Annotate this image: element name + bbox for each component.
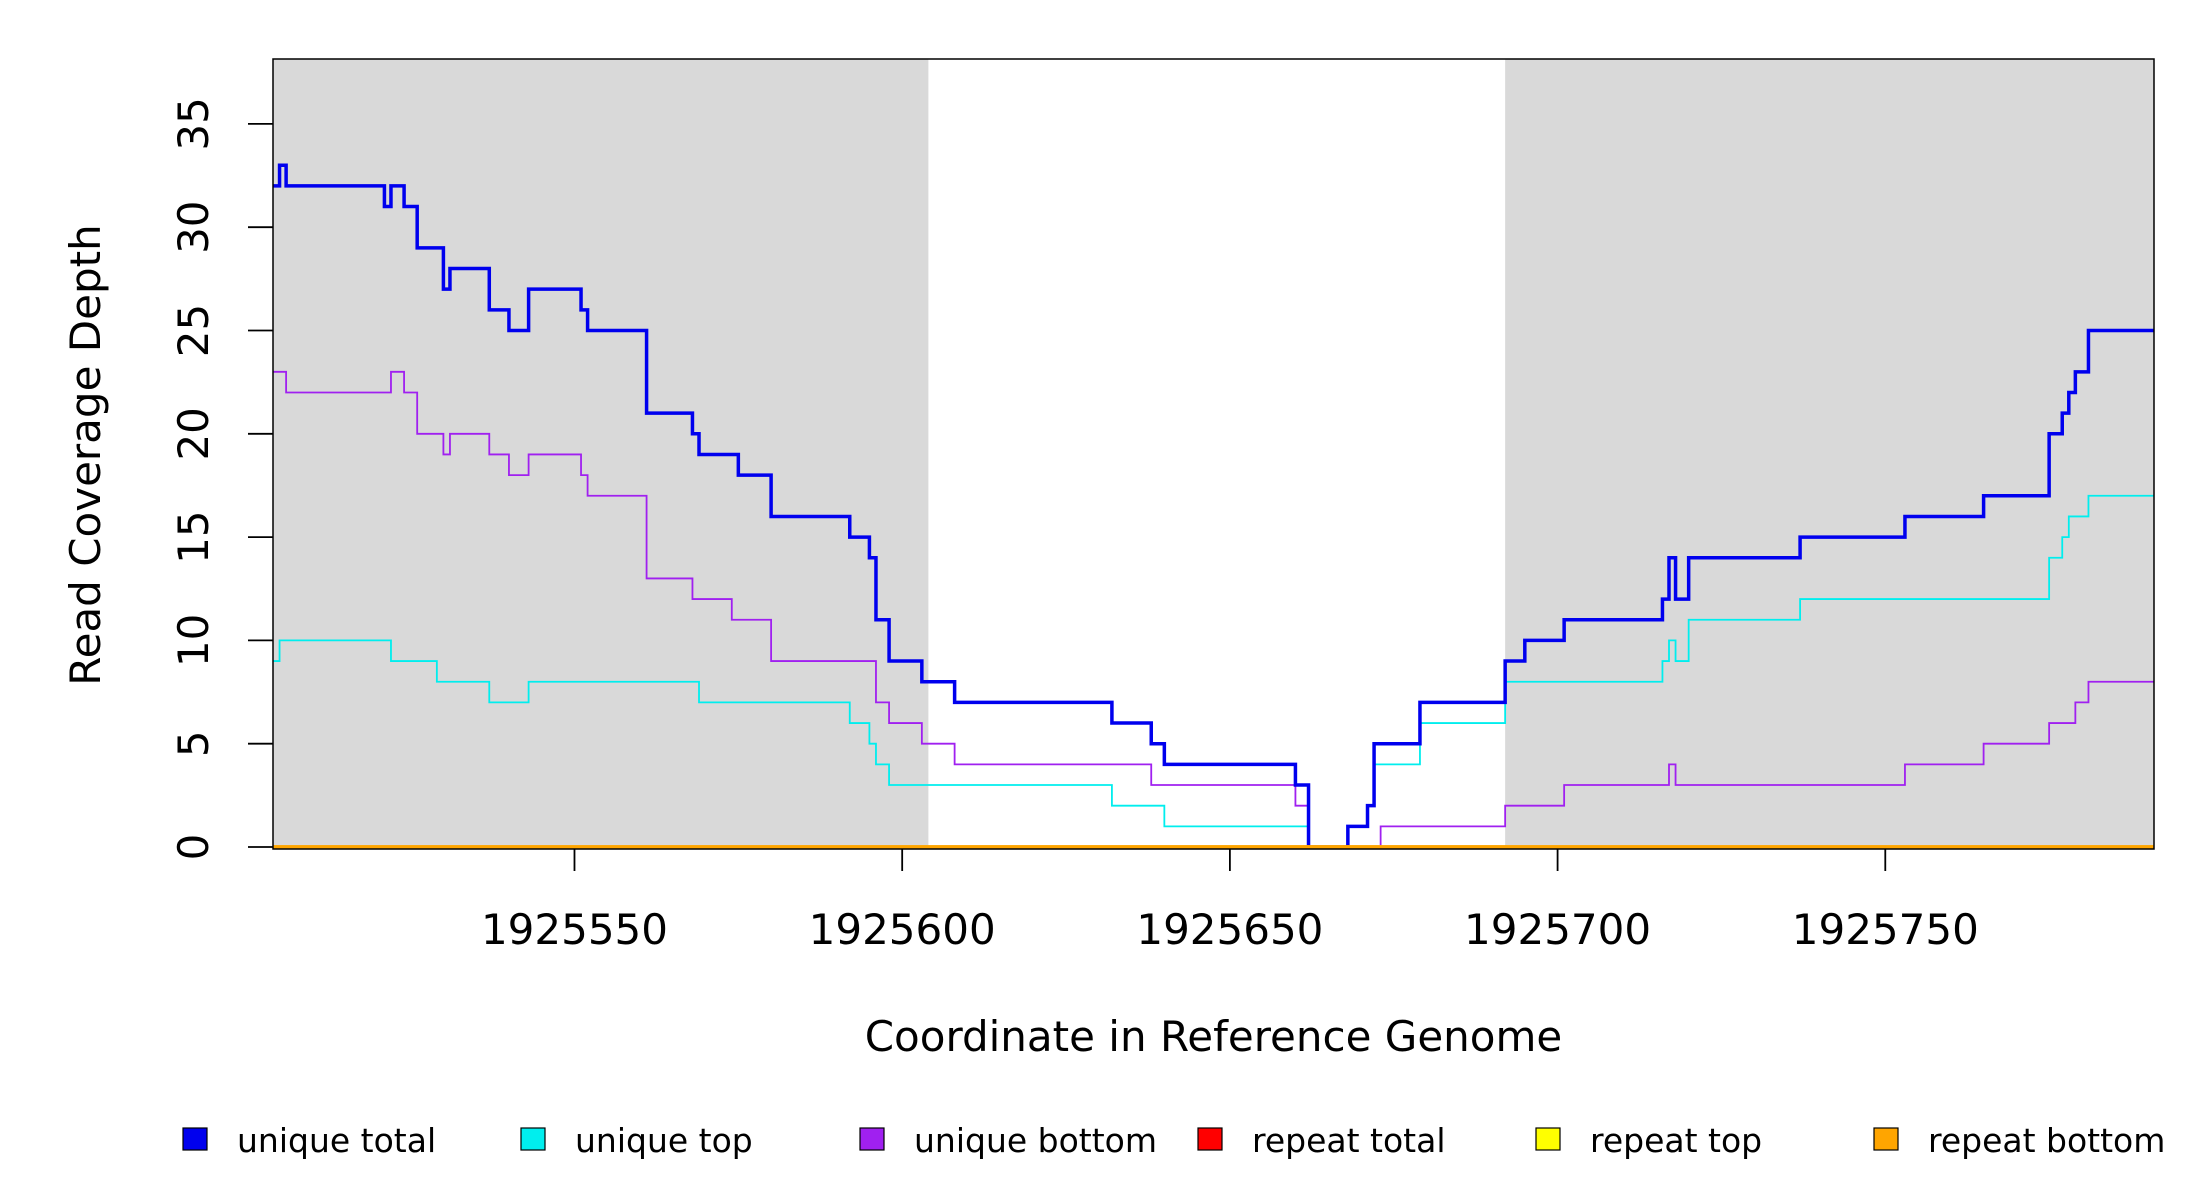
y-tick-label: 35 [169,97,218,150]
series-lines [273,163,2154,849]
legend-item-repeat-bottom: repeat bottom [1873,1121,2165,1160]
legend-item-repeat-top: repeat top [1535,1121,1762,1160]
legend-item-repeat-total: repeat total [1197,1121,1446,1160]
legend-swatch [859,1127,885,1151]
x-axis: 1925550 1925600 1925650 1925700 1925750 [481,849,1979,954]
legend-label: unique top [575,1121,753,1160]
shaded-region-2 [1505,59,2154,849]
x-tick-label: 1925600 [809,905,996,954]
shaded-regions [273,59,2154,849]
y-axis: 0 5 10 15 20 25 30 35 [169,97,273,860]
legend-label: unique total [237,1121,436,1160]
y-tick-label: 30 [169,200,218,253]
x-tick-label: 1925750 [1792,905,1979,954]
y-tick-label: 0 [169,834,218,861]
shaded-region-1 [273,59,929,849]
legend-label: repeat top [1590,1121,1762,1160]
y-axis-title: Read Coverage Depth [61,224,110,685]
legend: unique total unique top unique bottom repea… [182,1121,2165,1160]
x-axis-title: Coordinate in Reference Genome [865,1012,1563,1061]
legend-item-unique-total: unique total [182,1121,436,1160]
legend-label: repeat total [1252,1121,1446,1160]
legend-label: repeat bottom [1928,1121,2165,1160]
plot-frame [272,58,2155,850]
legend-label: unique bottom [914,1121,1157,1160]
y-tick-label: 25 [169,304,218,357]
x-tick-label: 1925650 [1136,905,1323,954]
legend-item-unique-bottom: unique bottom [859,1121,1157,1160]
series-line-unique-total [273,163,2154,849]
y-tick-label: 15 [169,510,218,563]
y-tick-label: 20 [169,407,218,460]
y-tick-label: 5 [169,730,218,757]
legend-swatch [1535,1127,1561,1151]
legend-swatch [1197,1127,1223,1151]
x-tick-label: 1925700 [1464,905,1651,954]
x-tick-label: 1925550 [481,905,668,954]
series-line-unique-bottom [273,370,2154,848]
legend-swatch [520,1127,546,1151]
legend-swatch [182,1127,208,1151]
legend-swatch [1873,1127,1899,1151]
legend-item-unique-top: unique top [520,1121,753,1160]
y-tick-label: 10 [169,614,218,667]
